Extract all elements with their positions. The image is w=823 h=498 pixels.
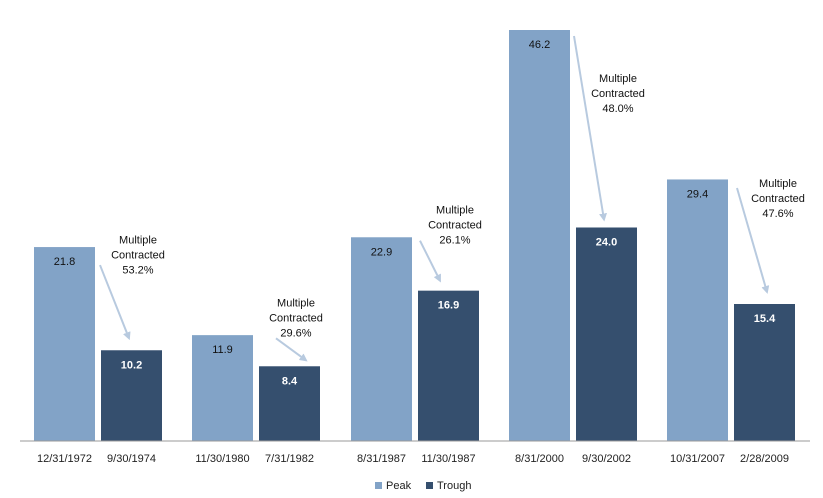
bar-label-trough-1: 8.4: [282, 375, 298, 387]
tick-label-peak-3: 8/31/2000: [515, 453, 564, 465]
annotation-arrow-2: [419, 240, 441, 283]
bar-label-trough-4: 15.4: [754, 313, 776, 325]
bar-peak-3: [509, 30, 570, 441]
annotation-1-line-0: Multiple: [277, 297, 315, 309]
tick-label-trough-1: 7/31/1982: [265, 453, 314, 465]
annotation-arrow-4: [736, 187, 770, 294]
annotation-4-line-1: Contracted: [751, 193, 805, 205]
tick-label-trough-2: 11/30/1987: [421, 453, 475, 465]
annotation-0-line-2: 53.2%: [122, 264, 153, 276]
annotation-4-line-0: Multiple: [759, 178, 797, 190]
annotation-4-line-2: 47.6%: [762, 208, 793, 220]
bar-label-peak-0: 21.8: [54, 256, 75, 268]
bar-trough-1: [259, 366, 320, 441]
bars-layer: [34, 30, 795, 442]
annotation-0-line-1: Contracted: [111, 249, 165, 261]
x-tick-labels: 12/31/1972 9/30/1974 11/30/1980 7/31/1982 8/…: [37, 453, 789, 465]
annotation-2-line-1: Contracted: [428, 220, 482, 232]
annotation-2-line-0: Multiple: [436, 205, 474, 217]
annotation-2-line-2: 26.1%: [439, 235, 470, 247]
annotation-1-line-1: Contracted: [269, 312, 323, 324]
annotation-3-line-0: Multiple: [599, 73, 637, 85]
legend-swatch-trough: [426, 482, 433, 489]
tick-label-trough-3: 9/30/2002: [582, 453, 631, 465]
bar-peak-0: [34, 247, 95, 441]
tick-label-peak-4: 10/31/2007: [670, 453, 725, 465]
bar-peak-1: [192, 335, 253, 441]
annotation-arrow-0: [99, 264, 131, 341]
annotation-0-line-0: Multiple: [119, 234, 157, 246]
annotation-1-line-2: 29.6%: [280, 327, 311, 339]
bar-trough-0: [101, 350, 162, 441]
legend-label-peak: Peak: [386, 480, 412, 492]
bar-trough-3: [576, 227, 637, 441]
bar-trough-4: [734, 304, 795, 441]
bar-trough-2: [418, 290, 479, 441]
annotation-layer: Multiple Contracted 53.2% Multiple Contracte…: [99, 35, 805, 362]
bar-label-trough-2: 16.9: [438, 300, 459, 312]
annotation-3-line-1: Contracted: [591, 88, 645, 100]
bar-value-labels: 21.8 10.2 11.9 8.4 22.9 16.9 46.2 24.0 29.4 15.4: [54, 39, 776, 387]
bar-label-peak-2: 22.9: [371, 246, 392, 258]
bar-label-peak-1: 11.9: [212, 344, 233, 356]
bar-label-peak-4: 29.4: [687, 188, 708, 200]
bar-label-trough-3: 24.0: [596, 236, 617, 248]
tick-label-trough-4: 2/28/2009: [740, 453, 789, 465]
bar-peak-2: [351, 237, 412, 441]
annotation-arrow-1: [275, 337, 308, 362]
bar-peak-4: [667, 179, 728, 442]
tick-label-peak-0: 12/31/1972: [37, 453, 92, 465]
tick-label-trough-0: 9/30/1974: [107, 453, 156, 465]
legend-swatch-peak: [375, 482, 382, 489]
legend: Peak Trough: [375, 480, 471, 492]
bar-label-peak-3: 46.2: [529, 39, 550, 51]
annotation-3-line-2: 48.0%: [602, 103, 633, 115]
tick-label-peak-2: 8/31/1987: [357, 453, 406, 465]
legend-label-trough: Trough: [437, 480, 471, 492]
tick-label-peak-1: 11/30/1980: [195, 453, 249, 465]
bar-label-trough-0: 10.2: [121, 359, 142, 371]
annotation-arrow-3: [573, 35, 607, 222]
